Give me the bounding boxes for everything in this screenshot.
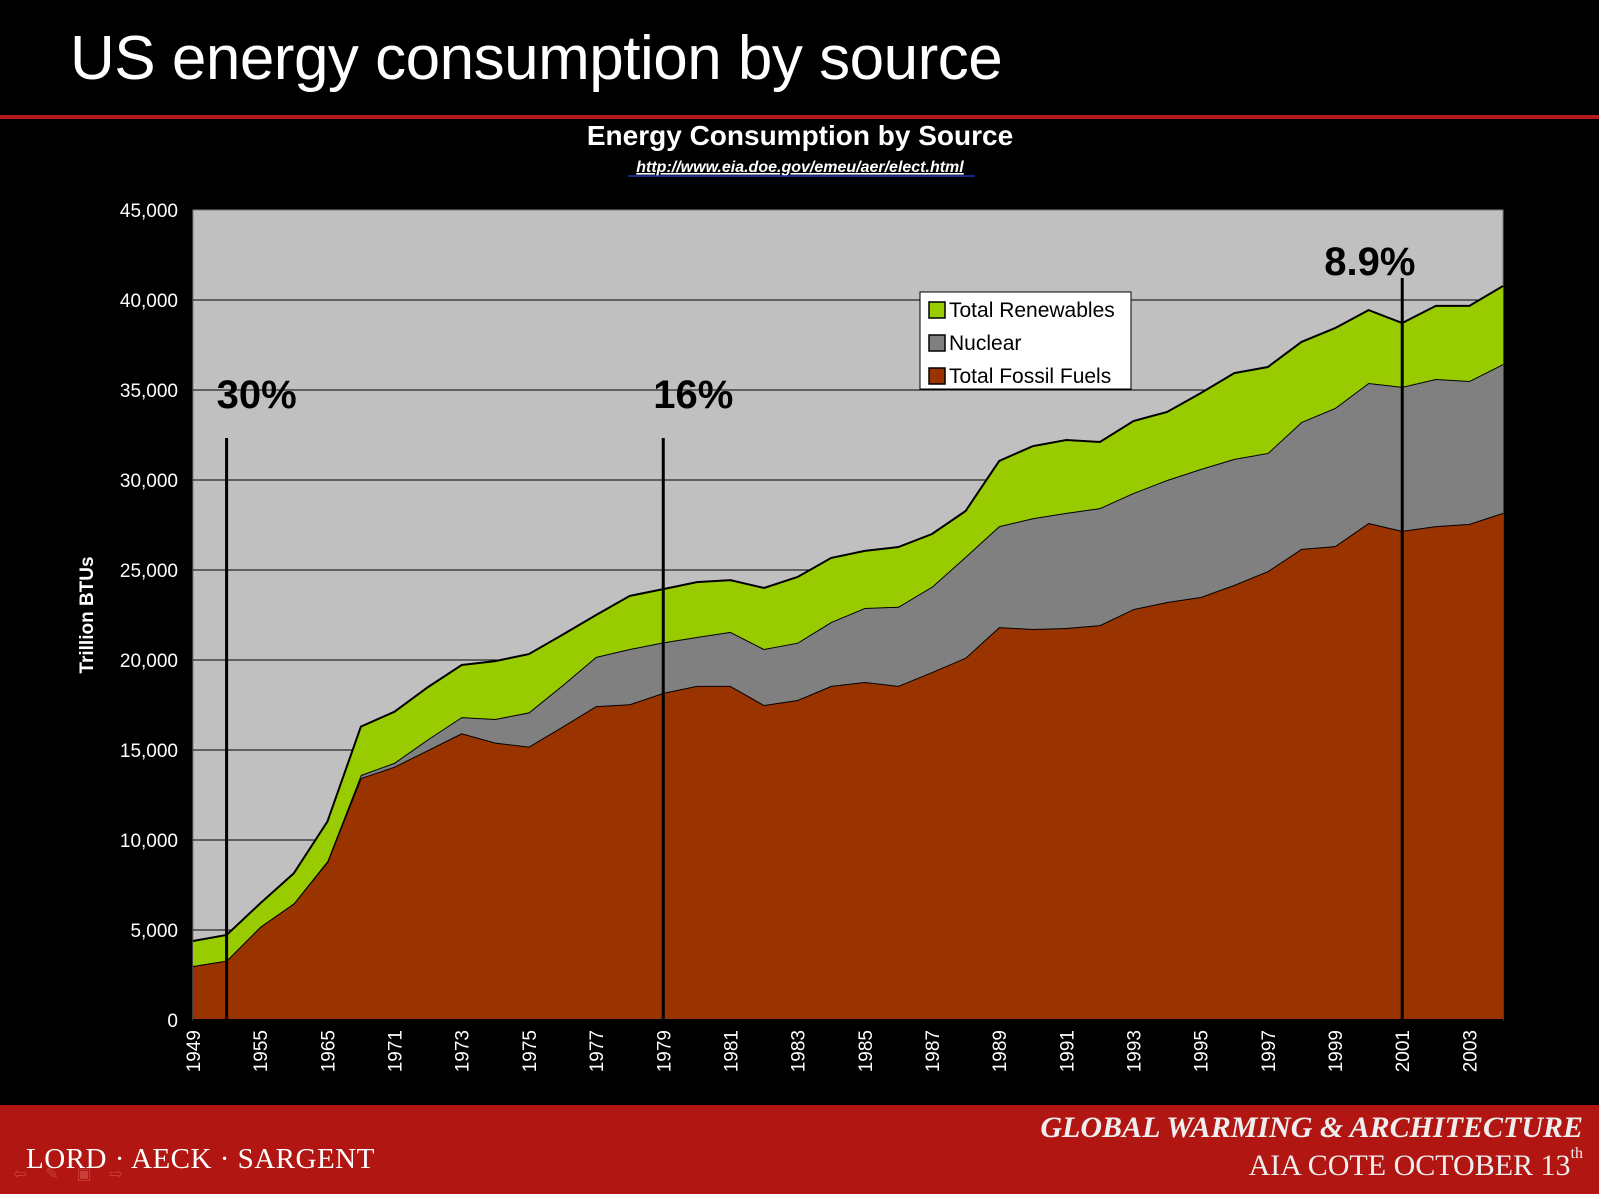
legend-swatch-total-renewables [928,301,946,319]
chart-source-link[interactable]: http://www.eia.doe.gov/emeu/aer/elect.ht… [636,159,964,176]
y-axis-label: Trillion BTUs [77,556,98,673]
presentation-title: GLOBAL WARMING & ARCHITECTURE [1040,1111,1583,1144]
x-tick-label: 1955 [251,1030,272,1072]
arrow-right-icon[interactable]: ⇨ [109,1166,123,1183]
y-tick-label: 15,000 [120,741,178,762]
event-text: AIA COTE OCTOBER 13 [1248,1149,1571,1182]
x-tick-label: 1983 [789,1030,810,1072]
annotation-label: 16% [653,373,733,417]
y-tick-label: 30,000 [120,471,178,492]
y-tick-label: 25,000 [120,561,178,582]
slide-nav: ⇦ ✎ ▣ ⇨ [10,1167,126,1183]
slide-title: US energy consumption by source [70,24,1003,93]
y-tick-label: 45,000 [120,201,178,222]
chart-title: Energy Consumption by Source [587,120,1013,151]
y-tick-label: 10,000 [120,831,178,852]
y-tick-label: 0 [167,1011,178,1032]
legend-swatch-total-fossil-fuels [928,367,946,385]
x-tick-label: 1949 [184,1030,205,1072]
annotation-label: 30% [217,373,297,417]
x-tick-label: 1971 [386,1030,407,1072]
legend-label-nuclear: Nuclear [949,332,1021,355]
footer: LORD · AECK · SARGENT GLOBAL WARMING & A… [0,1105,1599,1194]
x-tick-label: 1973 [453,1030,474,1072]
x-tick-label: 1991 [1057,1030,1078,1072]
pen-icon[interactable]: ✎ [45,1166,59,1183]
x-tick-label: 2001 [1393,1030,1414,1072]
arrow-left-icon[interactable]: ⇦ [13,1166,27,1183]
x-tick-label: 1987 [923,1030,944,1072]
x-tick-label: 1965 [318,1030,339,1072]
x-tick-label: 1989 [990,1030,1011,1072]
x-tick-label: 1997 [1259,1030,1280,1072]
event-label: AIA COTE OCTOBER 13th [1248,1145,1583,1183]
x-tick-label: 1975 [520,1030,541,1072]
energy-chart: Energy Consumption by Source http://www.… [77,120,1504,1072]
y-tick-label: 40,000 [120,291,178,312]
line-total-renewables [192,285,1504,942]
y-tick-label: 5,000 [130,921,178,942]
legend-label-total-renewables: Total Renewables [949,299,1115,322]
legend-box [919,291,1132,390]
x-tick-label: 1981 [721,1030,742,1072]
screen-icon[interactable]: ▣ [76,1166,92,1183]
x-tick-label: 2003 [1460,1030,1481,1072]
area-total-fossil-fuels [193,512,1503,1020]
company-logo: LORD · AECK · SARGENT [26,1143,375,1175]
x-tick-label: 1977 [587,1030,608,1072]
x-tick-label: 1995 [1192,1030,1213,1072]
annotation-label: 8.9% [1324,240,1415,284]
x-tick-label: 1993 [1125,1030,1146,1072]
legend-label-total-fossil-fuels: Total Fossil Fuels [949,365,1111,388]
x-tick-label: 1979 [654,1030,675,1072]
legend: Total Renewables Nuclear Total Fossil Fuel… [919,291,1132,390]
title-divider [0,115,1599,119]
area-total-renewables [193,286,1503,966]
legend-swatch-nuclear [928,334,946,352]
x-tick-label: 1985 [856,1030,877,1072]
y-tick-label: 35,000 [120,381,178,402]
x-tick-label: 1999 [1326,1030,1347,1072]
y-tick-label: 20,000 [120,651,178,672]
event-ordinal: th [1570,1145,1583,1162]
area-nuclear [193,364,1503,967]
